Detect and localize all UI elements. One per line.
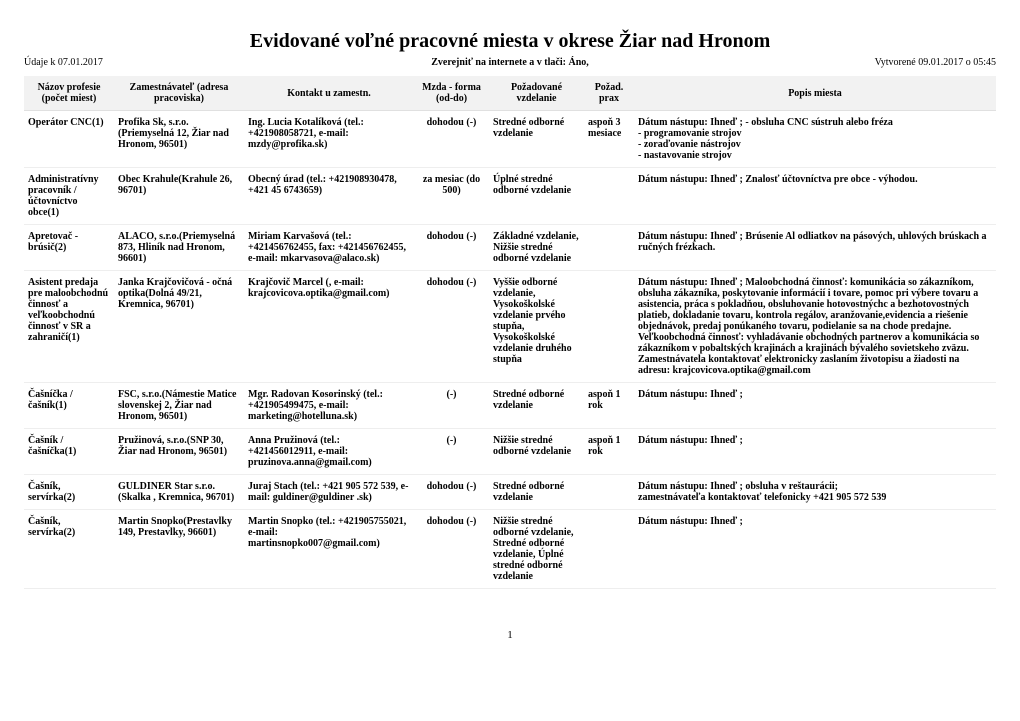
td-zamestnavatel: Janka Krajčovičová - očná optika(Dolná 4… bbox=[114, 271, 244, 383]
table-row: Operátor CNC(1)Profika Sk, s.r.o.(Priemy… bbox=[24, 111, 996, 168]
th-prax: Požad. prax bbox=[584, 76, 634, 111]
td-prax: aspoň 3 mesiace bbox=[584, 111, 634, 168]
td-mzda: dohodou (-) bbox=[414, 510, 489, 589]
td-prax: aspoň 1 rok bbox=[584, 383, 634, 429]
td-popis: Dátum nástupu: Ihneď ; bbox=[634, 383, 996, 429]
table-row: Asistent predaja pre maloobchodnú činnos… bbox=[24, 271, 996, 383]
td-kontakt: Anna Pružinová (tel.: +421456012911, e-m… bbox=[244, 429, 414, 475]
td-vzdelanie: Vyššie odborné vzdelanie, Vysokoškolské … bbox=[489, 271, 584, 383]
jobs-table: Názov profesie (počet miest) Zamestnávat… bbox=[24, 76, 996, 589]
table-row: Čašník / čašníčka(1)Pružinová, s.r.o.(SN… bbox=[24, 429, 996, 475]
td-vzdelanie: Nižšie stredné odborné vzdelanie, Stredn… bbox=[489, 510, 584, 589]
meta-center: Zverejniť na internete a v tlači: Áno, bbox=[348, 57, 672, 68]
table-header-row: Názov profesie (počet miest) Zamestnávat… bbox=[24, 76, 996, 111]
td-profesia: Čašník, servírka(2) bbox=[24, 475, 114, 510]
td-prax bbox=[584, 225, 634, 271]
table-row: Čašníčka / čašník(1)FSC, s.r.o.(Námestie… bbox=[24, 383, 996, 429]
td-kontakt: Juraj Stach (tel.: +421 905 572 539, e-m… bbox=[244, 475, 414, 510]
th-mzda: Mzda - forma (od-do) bbox=[414, 76, 489, 111]
td-zamestnavatel: ALACO, s.r.o.(Priemyselná 873, Hliník na… bbox=[114, 225, 244, 271]
td-zamestnavatel: Pružinová, s.r.o.(SNP 30, Žiar nad Hrono… bbox=[114, 429, 244, 475]
td-popis: Dátum nástupu: Ihneď ; obsluha v reštaur… bbox=[634, 475, 996, 510]
td-kontakt: Martin Snopko (tel.: +421905755021, e-ma… bbox=[244, 510, 414, 589]
meta-row: Údaje k 07.01.2017 Zverejniť na internet… bbox=[24, 57, 996, 68]
page-title: Evidované voľné pracovné miesta v okrese… bbox=[24, 30, 996, 53]
td-kontakt: Obecný úrad (tel.: +421908930478, +421 4… bbox=[244, 168, 414, 225]
td-zamestnavatel: Profika Sk, s.r.o.(Priemyselná 12, Žiar … bbox=[114, 111, 244, 168]
td-prax bbox=[584, 168, 634, 225]
table-row: Čašník, servírka(2)Martin Snopko(Prestav… bbox=[24, 510, 996, 589]
td-mzda: dohodou (-) bbox=[414, 271, 489, 383]
td-profesia: Asistent predaja pre maloobchodnú činnos… bbox=[24, 271, 114, 383]
td-zamestnavatel: GULDINER Star s.r.o.(Skalka , Kremnica, … bbox=[114, 475, 244, 510]
td-vzdelanie: Stredné odborné vzdelanie bbox=[489, 383, 584, 429]
td-vzdelanie: Nižšie stredné odborné vzdelanie bbox=[489, 429, 584, 475]
td-prax bbox=[584, 271, 634, 383]
meta-left: Údaje k 07.01.2017 bbox=[24, 57, 348, 68]
td-profesia: Administratívny pracovník / účtovníctvo … bbox=[24, 168, 114, 225]
td-kontakt: Krajčovič Marcel (, e-mail: krajcovicova… bbox=[244, 271, 414, 383]
td-mzda: dohodou (-) bbox=[414, 475, 489, 510]
th-popis: Popis miesta bbox=[634, 76, 996, 111]
td-kontakt: Mgr. Radovan Kosorinský (tel.: +42190549… bbox=[244, 383, 414, 429]
td-profesia: Čašníčka / čašník(1) bbox=[24, 383, 114, 429]
meta-right: Vytvorené 09.01.2017 o 05:45 bbox=[672, 57, 996, 68]
td-popis: Dátum nástupu: Ihneď ; bbox=[634, 429, 996, 475]
td-mzda: za mesiac (do 500) bbox=[414, 168, 489, 225]
td-popis: Dátum nástupu: Ihneď ; Brúsenie Al odlia… bbox=[634, 225, 996, 271]
th-vzdelanie: Požadované vzdelanie bbox=[489, 76, 584, 111]
td-vzdelanie: Úplné stredné odborné vzdelanie bbox=[489, 168, 584, 225]
td-zamestnavatel: Martin Snopko(Prestavlky 149, Prestavlky… bbox=[114, 510, 244, 589]
td-popis: Dátum nástupu: Ihneď ; bbox=[634, 510, 996, 589]
td-popis: Dátum nástupu: Ihneď ; Maloobchodná činn… bbox=[634, 271, 996, 383]
td-prax bbox=[584, 510, 634, 589]
td-prax: aspoň 1 rok bbox=[584, 429, 634, 475]
td-kontakt: Miriam Karvašová (tel.: +421456762455, f… bbox=[244, 225, 414, 271]
td-zamestnavatel: FSC, s.r.o.(Námestie Matice slovenskej 2… bbox=[114, 383, 244, 429]
td-profesia: Čašník, servírka(2) bbox=[24, 510, 114, 589]
td-prax bbox=[584, 475, 634, 510]
table-row: Apretovač - brúsič(2)ALACO, s.r.o.(Priem… bbox=[24, 225, 996, 271]
td-profesia: Operátor CNC(1) bbox=[24, 111, 114, 168]
td-vzdelanie: Základné vzdelanie, Nižšie stredné odbor… bbox=[489, 225, 584, 271]
td-zamestnavatel: Obec Krahule(Krahule 26, 96701) bbox=[114, 168, 244, 225]
th-profesia: Názov profesie (počet miest) bbox=[24, 76, 114, 111]
td-profesia: Apretovač - brúsič(2) bbox=[24, 225, 114, 271]
td-vzdelanie: Stredné odborné vzdelanie bbox=[489, 111, 584, 168]
th-kontakt: Kontakt u zamestn. bbox=[244, 76, 414, 111]
td-popis: Dátum nástupu: Ihneď ; - obsluha CNC sús… bbox=[634, 111, 996, 168]
td-mzda: (-) bbox=[414, 429, 489, 475]
td-mzda: dohodou (-) bbox=[414, 225, 489, 271]
page-number: 1 bbox=[24, 629, 996, 641]
th-zamestnavatel: Zamestnávateľ (adresa pracoviska) bbox=[114, 76, 244, 111]
td-profesia: Čašník / čašníčka(1) bbox=[24, 429, 114, 475]
table-row: Administratívny pracovník / účtovníctvo … bbox=[24, 168, 996, 225]
td-mzda: (-) bbox=[414, 383, 489, 429]
table-row: Čašník, servírka(2)GULDINER Star s.r.o.(… bbox=[24, 475, 996, 510]
td-kontakt: Ing. Lucia Kotalíková (tel.: +4219080587… bbox=[244, 111, 414, 168]
td-mzda: dohodou (-) bbox=[414, 111, 489, 168]
td-vzdelanie: Stredné odborné vzdelanie bbox=[489, 475, 584, 510]
td-popis: Dátum nástupu: Ihneď ; Znalosť účtovníct… bbox=[634, 168, 996, 225]
